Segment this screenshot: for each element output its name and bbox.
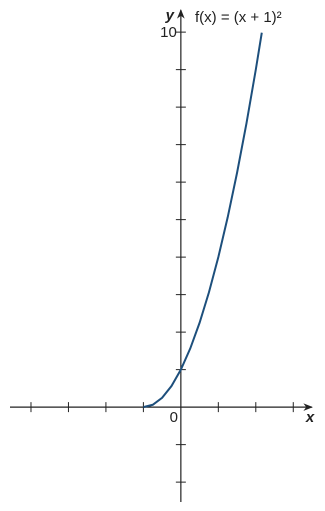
origin-label: 0	[170, 409, 178, 426]
y-tick-label: 10	[160, 24, 177, 41]
function-curve	[143, 32, 263, 409]
function-label: f(x) = (x + 1)²	[195, 9, 282, 26]
y-axis-label: y	[165, 7, 175, 24]
x-axis-label: x	[305, 409, 315, 426]
